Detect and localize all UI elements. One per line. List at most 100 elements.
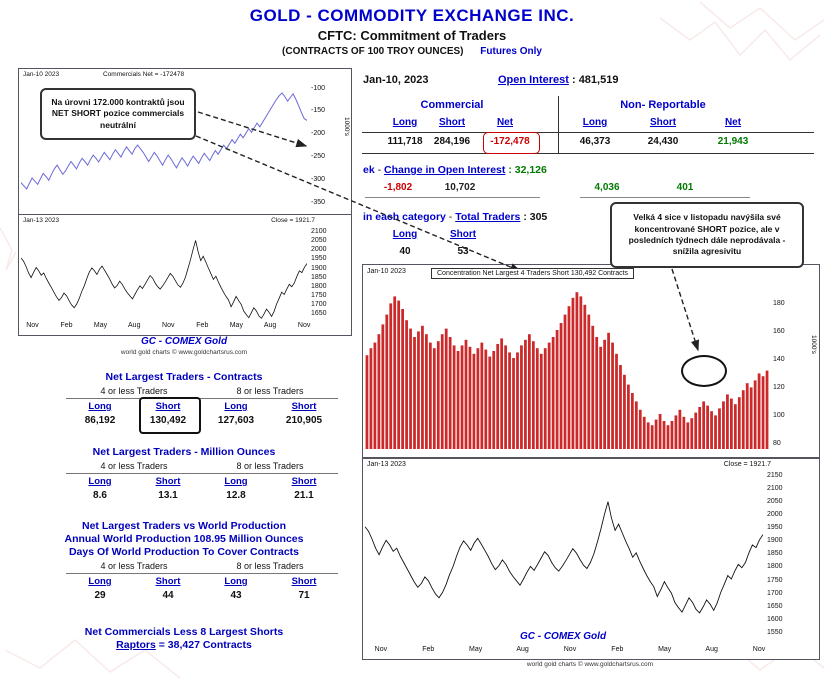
col-long: Long [392,229,418,240]
y-tick-label: 120 [773,384,785,392]
open-interest-label: Open Interest [498,74,569,86]
y-tick-label: -150 [311,107,326,115]
group-row: 4 or less Traders 8 or less Traders [66,384,338,399]
y-tick-label: 1600 [767,615,783,623]
report-header: GOLD - COMMODITY EXCHANGE INC. CFTC: Com… [0,6,824,57]
y-tick-label: 2150 [767,472,783,480]
group-row: 4 or less Traders 8 or less Traders [66,459,338,474]
dash: - [448,211,453,223]
y-tick-label: 2000 [311,246,327,254]
x-tick-label: Feb [422,646,435,653]
cell: 44 [162,590,174,601]
y-tick-label: 160 [773,328,785,336]
group-4-label: 4 or less Traders [66,459,202,474]
y-tick-label: 1850 [311,273,327,281]
total-traders-line: in each category - Total Traders : 305 [363,211,547,223]
col-long: Long [88,476,112,487]
gold-price-left-line-chart [21,240,307,319]
concentration-chart-title: Concentration Net Largest 4 Traders Shor… [431,268,635,279]
production-title-1: Net Largest Traders vs World Production [81,520,287,532]
value-row: 29 44 43 71 [66,589,338,604]
cell: 8.6 [93,490,107,501]
y-axis-ticks: 2150 2100 2050 2000 1950 1900 1850 1800 1750 1700… [765,472,797,636]
group-4-label: 4 or less Traders [66,559,202,574]
contracts-table-title: Net Largest Traders - Contracts [105,371,263,383]
col-long: Long [392,117,418,128]
nonreportable-long: 46,373 [579,136,611,147]
category-fragment: in each category [363,211,446,223]
x-tick-label: Nov [752,646,766,653]
y-axis-ticks: 2100 2050 2000 1950 1900 1850 1800 1750 1700 1650 [309,227,339,319]
col-short: Short [449,229,477,240]
production-title-3: Days Of World Production To Cover Contra… [68,546,300,558]
x-tick-label: May [229,322,243,329]
y-axis-ticks: -100 -150 -200 -250 -300 -350 [309,82,339,210]
x-tick-label: Feb [611,646,624,653]
cell: 21.1 [294,490,314,501]
group-row: 4 or less Traders 8 or less Traders [66,559,338,574]
y-tick-label: 1950 [767,524,783,532]
table-rule [580,197,750,198]
report-date: Jan-10, 2023 [363,74,429,86]
table-rule [362,153,814,154]
y-tick-label: -100 [311,84,326,92]
raptors-line-1: Net Commercials Less 8 Largest Shorts [84,626,284,638]
contracts-note: (CONTRACTS OF 100 TROY OUNCES) [282,46,464,57]
chart-date-label: Jan-10 2023 [367,268,406,275]
ounces-table-title: Net Largest Traders - Million Ounces [92,446,276,458]
change-open-interest-line: ek - Change in Open Interest : 32,126 [363,164,547,176]
nonreportable-short: 24,430 [647,136,679,147]
y-tick-label: -350 [311,198,326,206]
group-8-label: 8 or less Traders [202,384,338,399]
y-tick-label: 1750 [311,291,327,299]
col-short: Short [155,401,181,412]
y-axis-unit-label: 1000's [810,335,817,354]
y-tick-label: 1800 [767,563,783,571]
x-tick-label: Aug [263,322,277,329]
header-row: Long Short Long Short [66,574,338,589]
value-row: 86,192 130,492 127,603 210,905 [66,414,338,429]
chart-close-label: Close = 1921.7 [271,217,315,224]
y-tick-label: 1650 [767,602,783,610]
x-tick-label: Nov [374,646,388,653]
change-oi-label: Change in Open Interest [384,164,506,176]
dash: - [377,164,382,176]
value-row: 8.6 13.1 12.8 21.1 [66,489,338,504]
y-tick-label: 140 [773,356,785,364]
col-short: Short [438,117,466,128]
y-tick-label: -200 [311,130,326,138]
non-reportable-header: Non- Reportable [620,99,706,111]
y-axis-unit-label: 1000's [343,117,350,136]
y-tick-label: 1700 [767,589,783,597]
contracts-line: (CONTRACTS OF 100 TROY OUNCES) Futures O… [0,46,824,57]
recent-bars-highlight-ellipse [681,355,727,387]
x-tick-label: Nov [162,322,175,329]
cell: 130,492 [149,415,187,426]
traders-short-count: 53 [457,246,469,257]
cell: 13.1 [158,490,178,501]
commercial-short: 284,196 [433,136,471,147]
x-axis-ticks: Nov Feb May Aug Nov Feb May Aug Nov [21,321,310,333]
col-long: Long [224,401,248,412]
x-tick-label: May [658,646,672,653]
chart-caption: GC - COMEX Gold [140,336,228,347]
group-4-label: 4 or less Traders [66,384,202,399]
chart-close-label: Close = 1921.7 [723,461,771,468]
concentration-bar-chart-panel: Jan-10 2023 Concentration Net Largest 4 … [362,264,820,458]
note-text: Na úrovni 172.000 kontraktů jsou NET SHO… [51,96,185,130]
y-tick-label: 1550 [767,628,783,636]
col-long: Long [88,576,112,587]
page-title: GOLD - COMMODITY EXCHANGE INC. [249,6,575,25]
y-tick-label: 1950 [311,255,327,263]
x-tick-label: Aug [128,322,141,329]
col-long: Long [224,576,248,587]
y-tick-label: 2100 [767,485,783,493]
y-tick-label: 1850 [767,550,783,558]
y-tick-label: 2000 [767,511,783,519]
nonreportable-net: 21,943 [717,136,749,147]
col-short: Short [155,576,181,587]
gold-price-left-panel: Jan-13 2023 Close = 1921.7 Nov Feb May Aug N… [18,214,352,336]
change-oi-value: : 32,126 [508,164,547,176]
x-tick-label: May [93,322,108,329]
